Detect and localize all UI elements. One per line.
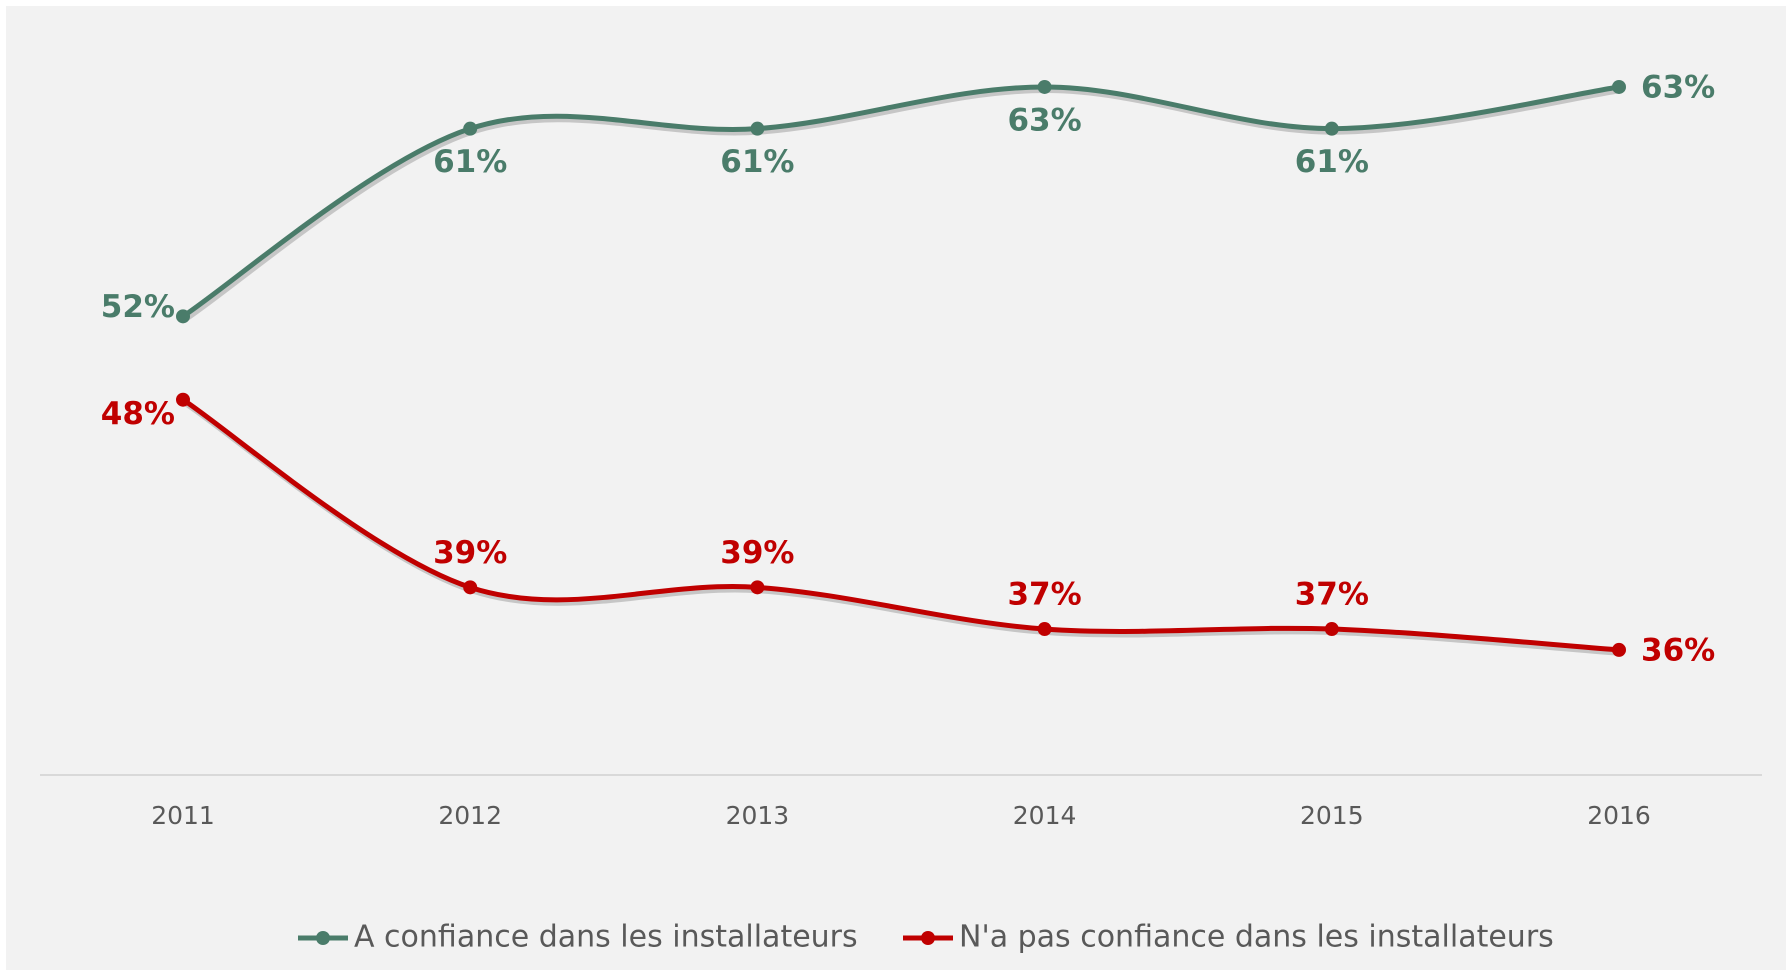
legend-label: N'a pas confiance dans les installateurs (959, 920, 1554, 955)
data-point (176, 392, 190, 407)
data-point (750, 580, 765, 595)
data-point (750, 121, 765, 136)
legend-marker (316, 931, 330, 945)
data-point (1324, 622, 1339, 637)
data-point (1324, 121, 1339, 136)
x-tick-label: 2013 (726, 801, 790, 830)
chart-background (6, 6, 1786, 970)
data-point (176, 309, 190, 324)
data-label: 52% (101, 289, 175, 325)
data-label: 61% (433, 144, 507, 180)
x-tick-label: 2011 (151, 801, 215, 830)
series-line (181, 84, 1620, 319)
data-label: 61% (720, 144, 794, 180)
data-label: 37% (1295, 577, 1369, 613)
series-shadow (183, 86, 1622, 322)
data-label: 36% (1641, 632, 1715, 668)
x-tick-label: 2014 (1013, 801, 1077, 830)
data-point (1612, 79, 1626, 94)
x-tick-label: 2012 (438, 801, 502, 830)
data-point (1037, 79, 1052, 94)
data-label: 63% (1007, 102, 1081, 138)
data-label: 63% (1641, 69, 1715, 105)
data-label: 48% (101, 396, 175, 432)
legend-marker (921, 931, 935, 945)
data-point (1037, 622, 1052, 637)
x-tick-label: 2016 (1587, 801, 1651, 830)
data-point (463, 580, 478, 595)
data-label: 39% (720, 535, 794, 571)
data-label: 37% (1007, 577, 1081, 613)
legend-label: A confiance dans les installateurs (354, 920, 858, 955)
x-tick-label: 2015 (1300, 801, 1364, 830)
series-line (181, 397, 1620, 653)
data-point (463, 121, 478, 136)
data-label: 61% (1295, 144, 1369, 180)
data-point (1612, 642, 1626, 657)
data-label: 39% (433, 535, 507, 571)
